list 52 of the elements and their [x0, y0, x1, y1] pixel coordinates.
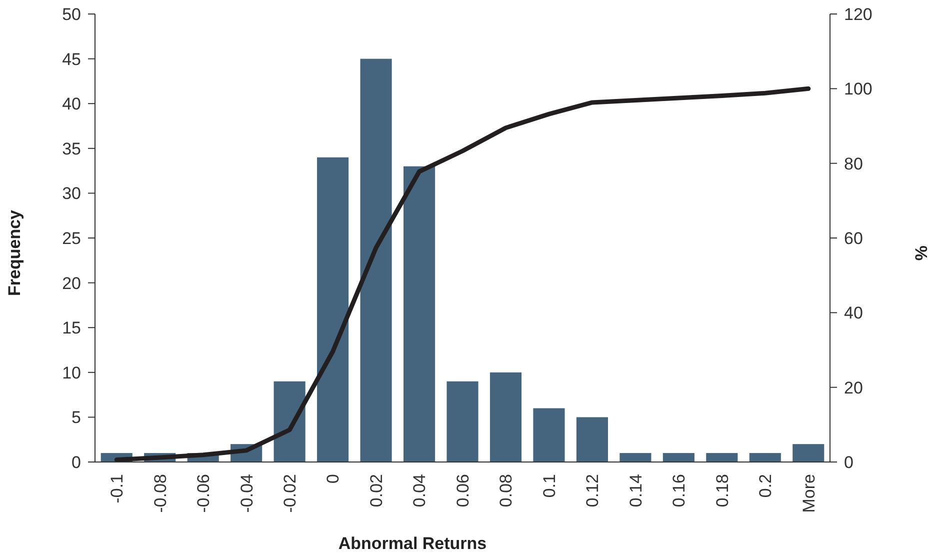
x-tick-label: More [799, 474, 818, 513]
x-tick-label: -0.04 [237, 474, 256, 513]
x-tick-label: 0.06 [453, 474, 472, 508]
y-tick-label: 10 [62, 363, 81, 382]
y-axis-title: Frequency [4, 209, 24, 296]
y2-axis-title: % [912, 245, 930, 261]
y2-tick-label: 40 [844, 304, 863, 323]
bar [662, 453, 694, 462]
bar [490, 372, 522, 462]
bar [706, 453, 738, 462]
y2-tick-label: 80 [844, 154, 863, 174]
y-tick-label: 20 [62, 274, 81, 293]
x-axis-title: Abnormal Returns [338, 534, 487, 553]
x-tick-label: 0.1 [540, 474, 559, 498]
bar [403, 166, 436, 462]
bar [317, 157, 349, 462]
bar [446, 381, 478, 462]
bar [576, 417, 608, 462]
bar [533, 408, 565, 462]
x-tick-label: 0.08 [496, 474, 516, 508]
x-tick-label: -0.08 [150, 474, 170, 513]
y-tick-label: 5 [72, 408, 81, 428]
y-tick-label: 50 [62, 4, 81, 24]
y-tick-label: 25 [62, 228, 81, 248]
y-tick-label: 15 [62, 318, 81, 338]
bar [620, 453, 652, 462]
x-tick-label: 0.16 [670, 474, 689, 508]
bar [360, 58, 392, 462]
x-tick-label: 0.02 [366, 474, 386, 508]
y2-tick-label: 100 [844, 80, 872, 99]
y2-tick-label: 120 [844, 4, 872, 24]
y-tick-label: 45 [62, 50, 81, 69]
x-tick-label: -0.02 [280, 474, 300, 513]
x-tick-label: 0.18 [712, 474, 732, 508]
x-tick-label: 0.12 [583, 474, 602, 508]
y-tick-label: 35 [62, 139, 81, 158]
x-tick-label: -0.1 [108, 474, 127, 504]
bar [274, 381, 306, 462]
y2-tick-label: 0 [844, 452, 854, 472]
x-tick-label: 0.14 [626, 474, 646, 508]
x-tick-label: 0.04 [410, 474, 430, 508]
x-tick-label: 0.2 [756, 474, 776, 498]
y-tick-label: 40 [62, 94, 81, 114]
line-series [114, 86, 811, 462]
x-tick-label: 0 [324, 474, 343, 484]
bar [749, 453, 781, 462]
x-tick-label: -0.06 [194, 474, 214, 513]
bar [792, 444, 824, 462]
y-tick-label: 0 [72, 452, 81, 472]
y2-tick-label: 60 [844, 228, 863, 248]
y2-tick-label: 20 [844, 378, 863, 398]
y-tick-label: 30 [62, 184, 81, 204]
